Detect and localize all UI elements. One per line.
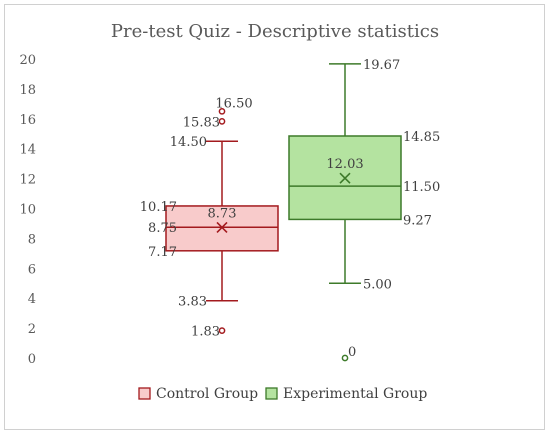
mean-marker xyxy=(339,172,351,184)
data-label-min: 5.00 xyxy=(363,277,392,292)
y-tick-label: 18 xyxy=(19,83,36,98)
data-label-median: 11.50 xyxy=(403,180,440,195)
mean-marker-stroke xyxy=(216,221,228,234)
outlier-point xyxy=(218,107,226,115)
data-label-mean: 12.03 xyxy=(326,157,363,172)
y-tick-label: 8 xyxy=(28,232,36,247)
legend-label: Control Group xyxy=(156,386,258,402)
legend-swatch xyxy=(138,387,151,400)
data-label-median: 8.75 xyxy=(148,221,177,236)
box-series-experimental: 19.67 14.85 12.03 11.50 9.27 5.00 0 xyxy=(288,58,440,362)
y-tick-label: 10 xyxy=(19,203,36,218)
y-tick-label: 16 xyxy=(19,113,36,128)
mean-marker-stroke xyxy=(339,172,351,184)
data-label-q1: 9.27 xyxy=(403,213,432,228)
legend-swatch xyxy=(265,387,278,400)
y-tick-label: 6 xyxy=(28,262,36,277)
chart-frame xyxy=(4,4,545,430)
data-label-outlier: 1.83 xyxy=(191,325,220,340)
legend: Control Group Experimental Group xyxy=(138,386,427,402)
box-series-control: 14.50 10.17 8.73 8.75 7.17 3.83 16.50 15.83 1.83 xyxy=(140,96,279,340)
plot-area: 14.50 10.17 8.73 8.75 7.17 3.83 16.50 15.83 1.83… xyxy=(140,58,440,362)
data-label-max: 19.67 xyxy=(363,58,400,73)
legend-item-experimental: Experimental Group xyxy=(265,386,427,402)
legend-item-control: Control Group xyxy=(138,386,258,402)
data-label-outlier: 16.50 xyxy=(215,96,252,111)
chart-title: Pre-test Quiz - Descriptive statistics xyxy=(111,21,439,42)
legend-label: Experimental Group xyxy=(283,386,427,402)
y-tick-label: 2 xyxy=(28,322,36,337)
data-label-mean: 8.73 xyxy=(208,206,237,221)
data-label-min: 3.83 xyxy=(178,295,207,310)
data-label-q3: 10.17 xyxy=(140,200,177,215)
mean-marker xyxy=(216,221,228,234)
data-label-q3: 14.85 xyxy=(403,130,440,145)
outlier-point xyxy=(218,117,226,125)
y-tick-label: 12 xyxy=(19,173,36,188)
y-tick-label: 14 xyxy=(19,143,36,158)
y-tick-label: 20 xyxy=(19,53,36,68)
outlier-point xyxy=(218,327,226,334)
data-label-q1: 7.17 xyxy=(148,245,177,260)
y-tick-label: 0 xyxy=(28,352,36,367)
data-label-outlier: 0 xyxy=(348,345,356,360)
outlier-point xyxy=(341,354,349,362)
data-label-max: 14.50 xyxy=(170,135,207,150)
data-label-outlier: 15.83 xyxy=(183,115,220,130)
y-axis: 0 2 4 6 8 10 12 14 16 18 20 xyxy=(19,53,36,367)
y-tick-label: 4 xyxy=(28,292,36,307)
